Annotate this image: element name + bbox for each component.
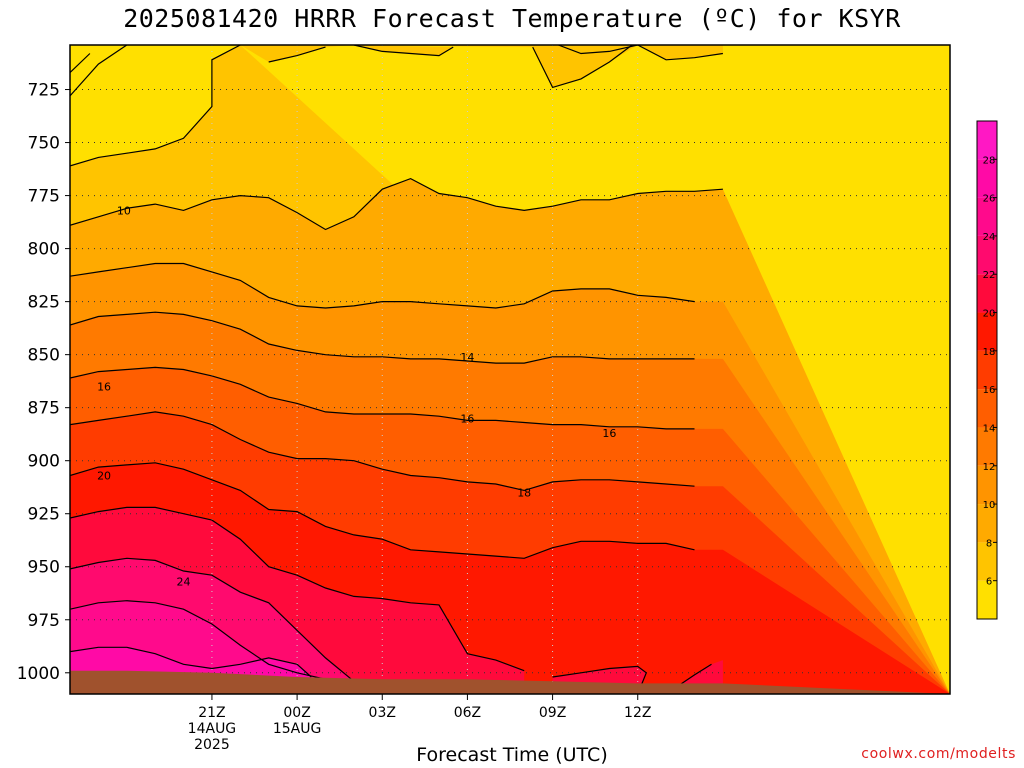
- y-tick-label: 925: [28, 505, 60, 525]
- x-tick-label: 00Z: [283, 705, 310, 721]
- isotherm-22: [552, 665, 648, 694]
- y-tick-label: 900: [28, 452, 60, 472]
- isotherm-12: [70, 262, 695, 309]
- y-tick-label: 1000: [17, 664, 60, 684]
- y-tick-label: 725: [28, 81, 60, 101]
- colorbar-band-28: [977, 121, 997, 160]
- ground-surface: [70, 670, 950, 694]
- contour-labels: 10 16 20 24 14 16 18 16: [97, 204, 616, 588]
- x-tick-label: 12Z: [624, 705, 651, 721]
- colorbar-label: 28: [983, 155, 996, 166]
- y-tick-label: 950: [28, 558, 60, 578]
- contour-label-16: 16: [460, 412, 474, 425]
- colorbar-band-14: [977, 389, 997, 428]
- plot-frame: [69, 44, 951, 695]
- colorbar-band-20: [977, 274, 997, 313]
- colorbar-band-10: [977, 465, 997, 505]
- isotherm-28: [70, 646, 312, 678]
- isotherm-26: [70, 600, 326, 680]
- isotherm-24: [70, 557, 355, 682]
- contour-label-16: 16: [602, 427, 616, 440]
- isotherm-18: [70, 411, 695, 492]
- colorbar-legend: 6 8 10 12 14 16 18 20 22 24 26 28: [976, 120, 998, 620]
- temperature-fill-layer: [70, 45, 950, 694]
- contour-label-14: 14: [460, 351, 474, 364]
- colorbar-band-18: [977, 312, 997, 351]
- colorbar-label: 6: [986, 577, 992, 588]
- contour-label-20: 20: [97, 470, 111, 483]
- x-tick-label: 15AUG: [273, 721, 322, 737]
- x-axis-label: Forecast Time (UTC): [416, 744, 608, 766]
- x-tick-label: 09Z: [539, 705, 566, 721]
- source-credit-link[interactable]: coolwx.com/modelts: [861, 746, 1016, 762]
- y-tick-label: 775: [28, 187, 60, 207]
- colorbar-band-8: [977, 504, 997, 543]
- isotherm-10: [70, 177, 723, 231]
- contour-label-24: 24: [177, 576, 191, 589]
- colorbar-band-26: [977, 159, 997, 198]
- y-axis: 725 750 775 800 825 850 875 900 925 950 975 1000: [17, 81, 70, 684]
- isotherm-16: [70, 366, 695, 430]
- contour-label-10: 10: [117, 204, 131, 217]
- colorbar-label: 16: [983, 385, 996, 396]
- isotherm-14: [70, 311, 695, 364]
- colorbar-label: 26: [983, 194, 996, 205]
- colorbar-frame: [976, 120, 998, 620]
- isotherm-6: [532, 45, 633, 89]
- colorbar-label: 12: [983, 462, 996, 473]
- colorbar-band-4: [977, 580, 997, 619]
- isotherm-6: [70, 53, 91, 74]
- y-tick-label: 875: [28, 399, 60, 419]
- isotherm-6: [70, 45, 128, 97]
- colorbar-band-24: [977, 197, 997, 236]
- colorbar-label: 22: [983, 270, 996, 281]
- colorbar-band-16: [977, 350, 997, 390]
- isotherm-8: [558, 45, 723, 61]
- chart-title: 2025081420 HRRR Forecast Temperature (ºC…: [123, 4, 901, 33]
- colorbar-label: 8: [986, 538, 992, 549]
- y-tick-label: 750: [28, 134, 60, 154]
- x-tick-label: 06Z: [454, 705, 481, 721]
- y-tick-label: 850: [28, 346, 60, 366]
- x-tick-label: 03Z: [369, 705, 396, 721]
- isotherm-20: [70, 462, 695, 559]
- colorbar-label: 10: [983, 500, 996, 511]
- colorbar-label: 20: [983, 309, 996, 320]
- isotherm-8: [70, 45, 241, 167]
- colorbar-label: 18: [983, 347, 996, 358]
- x-tick-label: 2025: [194, 737, 230, 753]
- contour-label-16: 16: [97, 380, 111, 393]
- x-tick-label: 14AUG: [188, 721, 237, 737]
- isotherm-22: [70, 506, 525, 672]
- colorbar-band-12: [977, 427, 997, 466]
- colorbar-band-6: [977, 542, 997, 581]
- colorbar-label: 14: [983, 423, 996, 434]
- contour-label-18: 18: [517, 487, 531, 500]
- colorbar-band-22: [977, 235, 997, 275]
- y-tick-label: 975: [28, 611, 60, 631]
- x-tick-label: 21Z: [198, 705, 225, 721]
- isotherm-8: [353, 45, 454, 57]
- y-tick-label: 800: [28, 240, 60, 260]
- colorbar-label: 24: [983, 232, 996, 243]
- y-tick-label: 825: [28, 293, 60, 313]
- isotherm-8: [268, 46, 326, 63]
- ground-fill: [70, 670, 950, 694]
- isotherm-contours: [70, 45, 723, 694]
- plot-grid: [70, 45, 950, 694]
